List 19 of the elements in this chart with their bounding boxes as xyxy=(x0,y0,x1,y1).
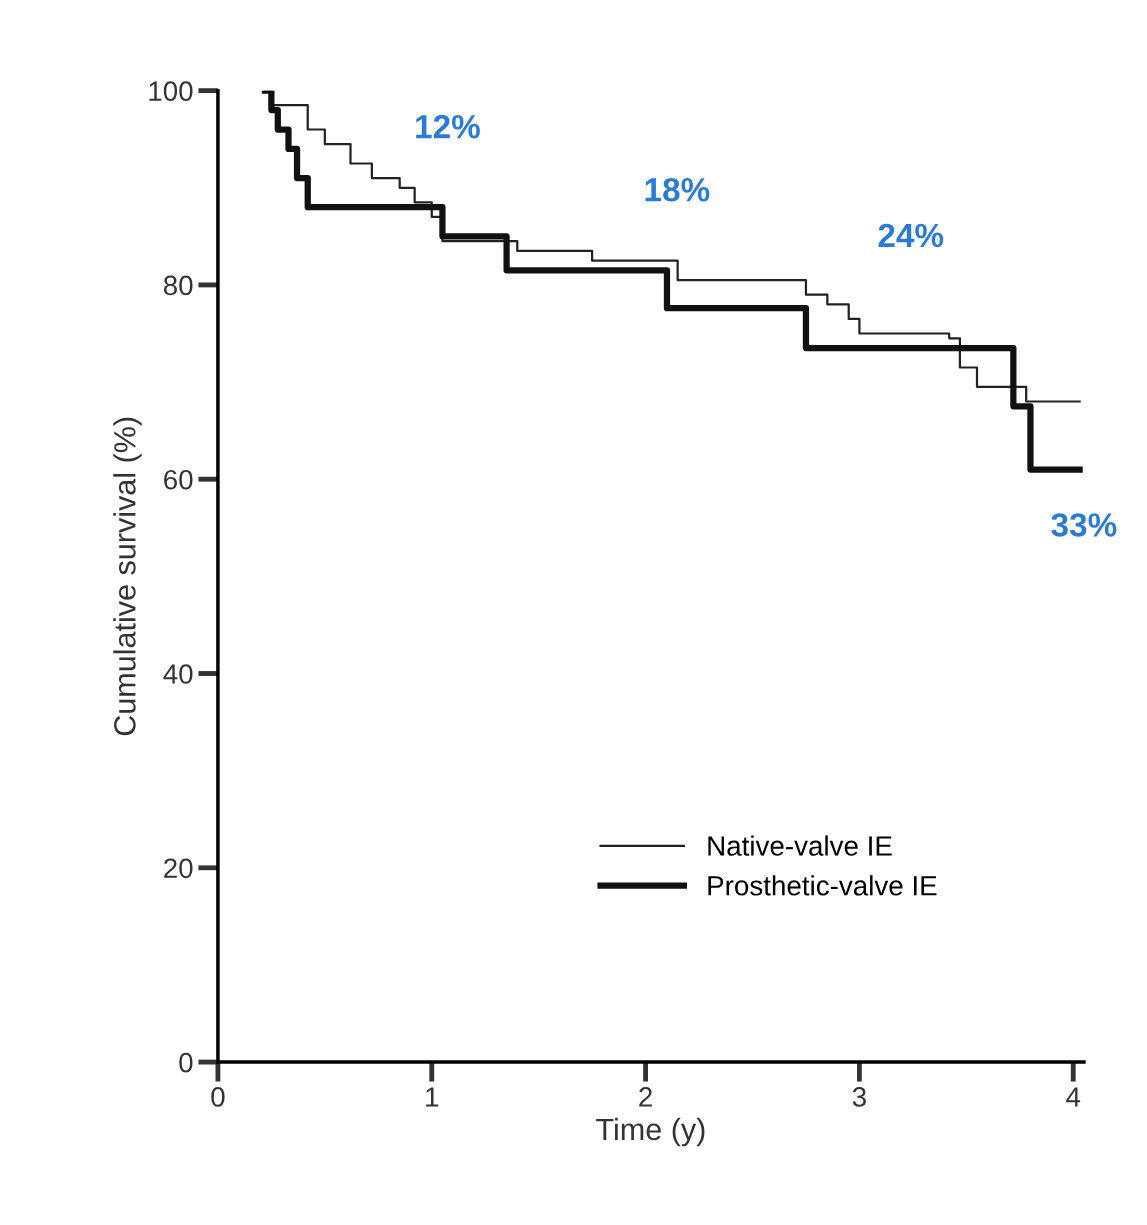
x-tick-label: 1 xyxy=(426,1087,439,1107)
x-tick-label: 0 xyxy=(211,1087,225,1107)
annotation: 12% xyxy=(416,114,480,139)
legend-label: Prosthetic-valve IE xyxy=(708,875,937,896)
annotation: 24% xyxy=(878,223,944,248)
y-tick-label: 0 xyxy=(179,1052,193,1073)
annotation: 18% xyxy=(645,177,710,202)
y-axis-title: Cumulative survival (%) xyxy=(113,417,142,736)
y-tick-label: 80 xyxy=(163,275,193,296)
x-axis-title: Time (y) xyxy=(596,1117,705,1147)
x-tick-label: 4 xyxy=(1066,1087,1081,1107)
annotation: 33% xyxy=(1051,513,1117,537)
x-tick-label: 2 xyxy=(639,1087,652,1107)
y-tick-label: 40 xyxy=(163,664,193,684)
legend-label: Native-valve IE xyxy=(708,835,892,856)
x-tick-label: 3 xyxy=(852,1087,866,1107)
y-tick-label: 20 xyxy=(164,858,193,879)
y-tick-label: 100 xyxy=(149,81,193,101)
y-tick-label: 60 xyxy=(164,469,193,490)
